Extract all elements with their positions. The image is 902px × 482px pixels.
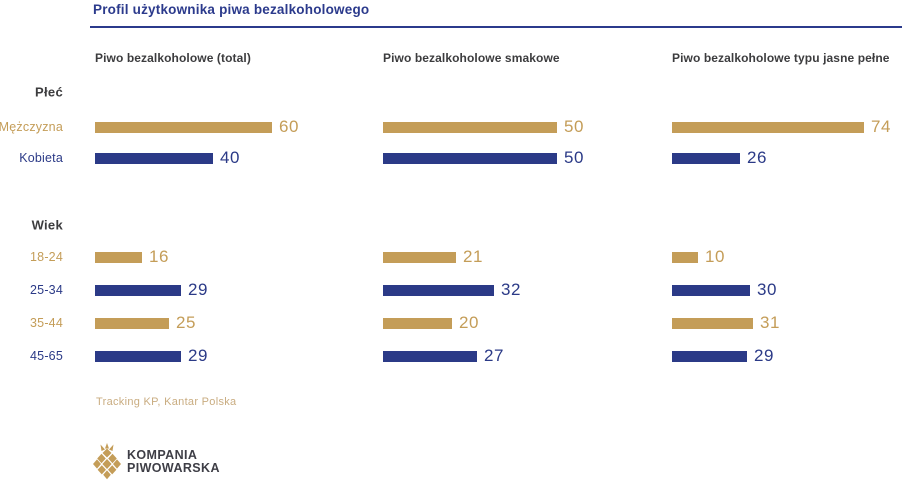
- bar-value: 30: [757, 280, 777, 299]
- column-header: Piwo bezalkoholowe smakowe: [383, 51, 560, 65]
- chart-title: Profil użytkownika piwa bezalkoholowego: [93, 2, 370, 17]
- logo-line1: KOMPANIA: [127, 448, 198, 462]
- bar-value: 60: [279, 117, 299, 136]
- row-label: 25-34: [30, 283, 63, 297]
- bar: [383, 350, 477, 362]
- bar-value: 40: [220, 148, 240, 167]
- column-header: Piwo bezalkoholowe typu jasne pełne: [672, 51, 890, 65]
- bar: [95, 251, 142, 263]
- source-note: Tracking KP, Kantar Polska: [96, 396, 237, 408]
- logo-line2: PIWOWARSKA: [127, 461, 220, 475]
- bar-value: 74: [871, 117, 891, 136]
- bar: [672, 152, 740, 164]
- row-label: 45-65: [30, 349, 63, 363]
- bar-value: 32: [501, 280, 521, 299]
- bar: [672, 284, 750, 296]
- row-label: Mężczyzna: [0, 120, 63, 134]
- bar-value: 10: [705, 247, 725, 266]
- bar: [672, 121, 864, 133]
- bar: [383, 317, 452, 329]
- bar: [383, 121, 557, 133]
- bar: [383, 251, 456, 263]
- bar: [672, 317, 753, 329]
- bar: [95, 317, 169, 329]
- bar: [95, 152, 213, 164]
- bar: [95, 284, 181, 296]
- row-label: 18-24: [30, 250, 63, 264]
- bar-value: 26: [747, 148, 767, 167]
- hop-icon: [93, 443, 121, 480]
- bar: [383, 284, 494, 296]
- bar: [672, 350, 747, 362]
- section-label: Wiek: [31, 217, 63, 233]
- bar-value: 29: [188, 346, 208, 365]
- section-label: Płeć: [35, 84, 63, 100]
- company-logo: KOMPANIA PIWOWARSKA: [92, 443, 220, 481]
- bar-value: 50: [564, 148, 584, 167]
- bar-value: 27: [484, 346, 504, 365]
- row-label: 35-44: [30, 316, 63, 330]
- row-label: Kobieta: [19, 151, 63, 165]
- column-header: Piwo bezalkoholowe (total): [95, 51, 251, 65]
- bar: [95, 121, 272, 133]
- bar: [672, 251, 698, 263]
- bar-value: 25: [176, 313, 196, 332]
- bar-value: 31: [760, 313, 780, 332]
- bar: [383, 152, 557, 164]
- bar-value: 21: [463, 247, 483, 266]
- logo-text: KOMPANIA PIWOWARSKA: [127, 449, 220, 475]
- bar-value: 50: [564, 117, 584, 136]
- title-divider: [90, 26, 902, 28]
- bar: [95, 350, 181, 362]
- bar-value: 16: [149, 247, 169, 266]
- bar-value: 20: [459, 313, 479, 332]
- bar-value: 29: [754, 346, 774, 365]
- bar-value: 29: [188, 280, 208, 299]
